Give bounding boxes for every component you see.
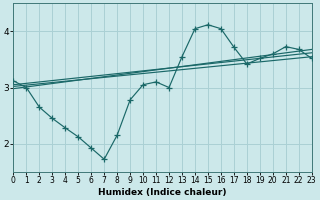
X-axis label: Humidex (Indice chaleur): Humidex (Indice chaleur) bbox=[98, 188, 227, 197]
